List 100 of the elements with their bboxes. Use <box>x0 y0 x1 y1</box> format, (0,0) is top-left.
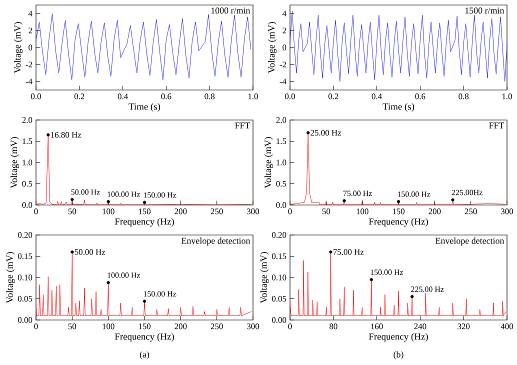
y-tick-label: 0.0 <box>22 202 32 208</box>
annotation: 1000 r/min <box>211 8 250 14</box>
y-axis-title: Voltage (mV) <box>268 22 277 74</box>
x-tick-label: 0 <box>34 208 38 214</box>
x-tick-label: 1.0 <box>248 94 258 100</box>
x-tick-label: 0.2 <box>74 94 84 100</box>
y-axis-title: Voltage (mV) <box>14 22 23 74</box>
x-tick-label: 50 <box>322 208 330 214</box>
point <box>396 200 400 204</box>
x-tick-label: 300 <box>247 324 260 330</box>
x-tick-label: 0.6 <box>161 94 172 100</box>
x-axis-title: Frequency (Hz) <box>114 333 174 342</box>
x-tick-label: 0.8 <box>204 94 215 100</box>
x-tick-label: 250 <box>210 208 223 214</box>
x-tick-label: 1.0 <box>502 94 512 100</box>
x-axis-title: Time (s) <box>382 103 414 112</box>
x-tick-label: 200 <box>428 208 441 214</box>
x-tick-label: 100 <box>102 324 114 330</box>
text: (b) <box>394 351 404 360</box>
y-tick-label: 0.15 <box>272 253 286 260</box>
y-tick-label: 4 <box>28 10 32 16</box>
y-tick-label: -4 <box>280 78 286 84</box>
x-tick-label: 100 <box>102 208 114 214</box>
y-tick-label: 0 <box>28 44 32 50</box>
x-tick-label: 0.4 <box>372 94 382 100</box>
point <box>142 200 146 204</box>
y-tick-label: -4 <box>26 78 32 84</box>
y-tick-label: 2 <box>28 28 32 34</box>
point <box>342 199 346 202</box>
x-tick-label: 150 <box>138 324 151 330</box>
y-tick-label: 1.0 <box>276 160 286 166</box>
x-tick-label: 200 <box>174 208 187 214</box>
x-tick-label: 150 <box>392 208 405 214</box>
point <box>70 198 74 202</box>
y-tick-label: 0.20 <box>272 232 286 238</box>
annotation: 1500 r/min <box>465 8 504 14</box>
y-tick-label: 0.5 <box>22 180 32 187</box>
y-tick-label: 0.10 <box>272 274 286 280</box>
annotation: FFT <box>489 122 504 128</box>
text: (a) <box>140 351 150 360</box>
x-tick-label: 80 <box>330 324 338 330</box>
annotation: 25.00 Hz <box>310 130 342 136</box>
x-tick-label: 0 <box>288 208 292 214</box>
point <box>46 133 50 136</box>
x-axis-title: Time (s) <box>128 103 160 112</box>
x-tick-label: 250 <box>464 208 477 214</box>
y-tick-label: 0.10 <box>18 274 32 280</box>
x-tick-label: 100 <box>356 208 368 214</box>
x-tick-label: 200 <box>174 324 187 330</box>
y-tick-label: 1.5 <box>22 138 32 144</box>
x-tick-label: 250 <box>210 324 223 330</box>
annotation: FFT <box>235 122 250 128</box>
annotation: 16.80 Hz <box>51 132 82 138</box>
y-axis-title: Voltage (mV) <box>264 137 274 188</box>
y-tick-label: 0.0 <box>276 202 286 208</box>
y-tick-label: 2 <box>282 28 286 34</box>
annotation: 50.00 Hz <box>74 249 106 255</box>
point <box>370 278 373 282</box>
y-tick-label: 1.5 <box>276 138 286 144</box>
point <box>70 250 74 254</box>
point <box>410 295 414 298</box>
x-tick-label: 240 <box>414 324 426 330</box>
x-tick-label: 160 <box>371 324 383 330</box>
x-tick-label: 400 <box>500 324 514 330</box>
x-tick-label: 150 <box>138 208 151 214</box>
x-tick-label: 50 <box>68 208 76 214</box>
point <box>306 131 310 134</box>
y-tick-label: 0.05 <box>272 296 286 302</box>
annotation: Envelope detection <box>436 238 504 246</box>
y-tick-label: 0.5 <box>276 180 286 187</box>
x-tick-label: 300 <box>501 208 514 214</box>
y-tick-label: 1.0 <box>22 160 32 166</box>
y-tick-label: -2 <box>26 62 32 68</box>
y-tick-label: 0.20 <box>18 232 32 238</box>
y-tick-label: 0 <box>282 44 286 50</box>
point <box>142 300 146 303</box>
y-tick-label: 0.05 <box>18 296 32 302</box>
y-tick-label: 0.15 <box>18 253 32 260</box>
y-tick-label: 2.0 <box>22 117 32 123</box>
point <box>106 200 110 204</box>
x-tick-label: 50 <box>68 324 76 330</box>
line-series <box>36 13 252 80</box>
x-tick-label: 0.4 <box>118 94 128 100</box>
x-tick-label: 0.2 <box>328 94 338 100</box>
x-tick-label: 300 <box>247 208 260 214</box>
x-tick-label: 0.6 <box>415 94 426 100</box>
x-axis-title: Frequency (Hz) <box>368 218 428 227</box>
y-tick-label: 2.0 <box>276 117 286 123</box>
point <box>329 250 332 254</box>
x-tick-label: 0 <box>288 324 292 330</box>
x-axis-title: Frequency (Hz) <box>368 333 428 342</box>
y-tick-label: 0.00 <box>18 317 32 323</box>
y-tick-label: 4 <box>282 10 286 16</box>
y-tick-label: -2 <box>280 62 286 68</box>
y-axis-title: Voltage (mV) <box>260 252 269 304</box>
x-tick-label: 0 <box>34 324 38 330</box>
point <box>451 198 454 202</box>
y-axis-title: Voltage (mV) <box>10 137 20 188</box>
x-tick-label: 320 <box>458 324 470 330</box>
annotation: 75.00 Hz <box>333 249 364 255</box>
